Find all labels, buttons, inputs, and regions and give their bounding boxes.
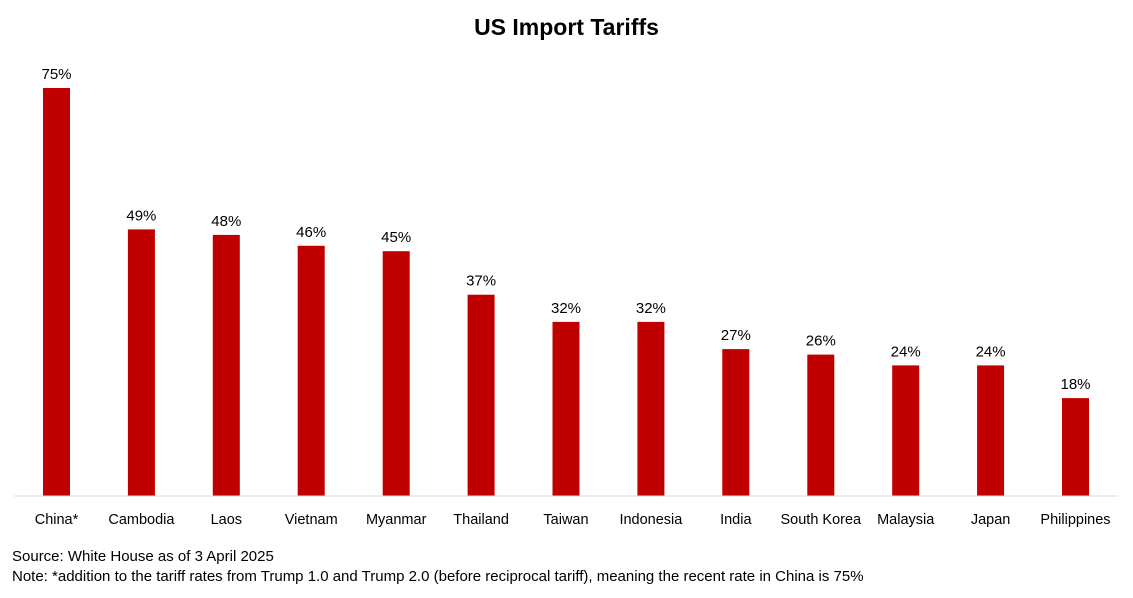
category-label: Myanmar [366, 512, 427, 528]
category-label: Vietnam [285, 512, 338, 528]
value-label: 24% [891, 343, 921, 360]
category-label: South Korea [780, 512, 862, 528]
footnotes: Source: White House as of 3 April 2025 N… [12, 547, 864, 587]
value-label: 48% [211, 213, 241, 230]
category-label: Japan [971, 512, 1011, 528]
category-label: Indonesia [619, 512, 683, 528]
value-label: 24% [976, 343, 1006, 360]
bar-chart: 75%49% 48%46% 45%37%32% 32%27% 26%24% 24%18% … [14, 66, 1118, 528]
bar-laos [212, 234, 240, 496]
value-label: 75% [41, 66, 71, 83]
category-label: Taiwan [543, 512, 588, 528]
value-label: 46% [296, 224, 326, 241]
category-label: Cambodia [108, 512, 175, 528]
bar-myanmar [382, 251, 410, 496]
bar-india [722, 349, 750, 496]
value-label: 26% [806, 333, 836, 350]
value-label: 45% [381, 229, 411, 246]
source-note: Source: White House as of 3 April 2025 [12, 548, 274, 565]
category-label: Philippines [1040, 512, 1110, 528]
value-label: 27% [721, 327, 751, 344]
bar-philippines [1062, 398, 1089, 496]
category-label: China* [35, 512, 79, 528]
bar-china [43, 88, 70, 496]
category-label: Laos [211, 512, 242, 528]
bar-south-korea [807, 354, 835, 496]
value-label: 32% [636, 300, 666, 317]
value-label: 18% [1060, 376, 1090, 393]
value-label: 49% [126, 207, 156, 224]
category-labels-group: China* Cambodia Laos Vietnam Myanmar Thailand… [35, 512, 1111, 528]
category-label: India [720, 512, 752, 528]
category-label: Thailand [453, 512, 509, 528]
value-label: 32% [551, 300, 581, 317]
chart-title: US Import Tariffs [474, 14, 659, 40]
footnote: Note: *addition to the tariff rates from… [12, 568, 864, 585]
bar-taiwan [552, 321, 580, 496]
value-labels-group: 75% 49% 48% 46% 45% 37% 32% 32% 27% 26% 24% 24% 18% [41, 66, 1090, 393]
bar-cambodia [127, 229, 155, 496]
bar-thailand [467, 294, 495, 496]
category-label: Malaysia [877, 512, 935, 528]
bar-malaysia [892, 365, 920, 496]
bar-vietnam [297, 245, 325, 496]
value-label: 37% [466, 273, 496, 290]
bar-japan [977, 365, 1005, 496]
bar-indonesia [637, 321, 665, 496]
bars-group [43, 88, 1089, 496]
